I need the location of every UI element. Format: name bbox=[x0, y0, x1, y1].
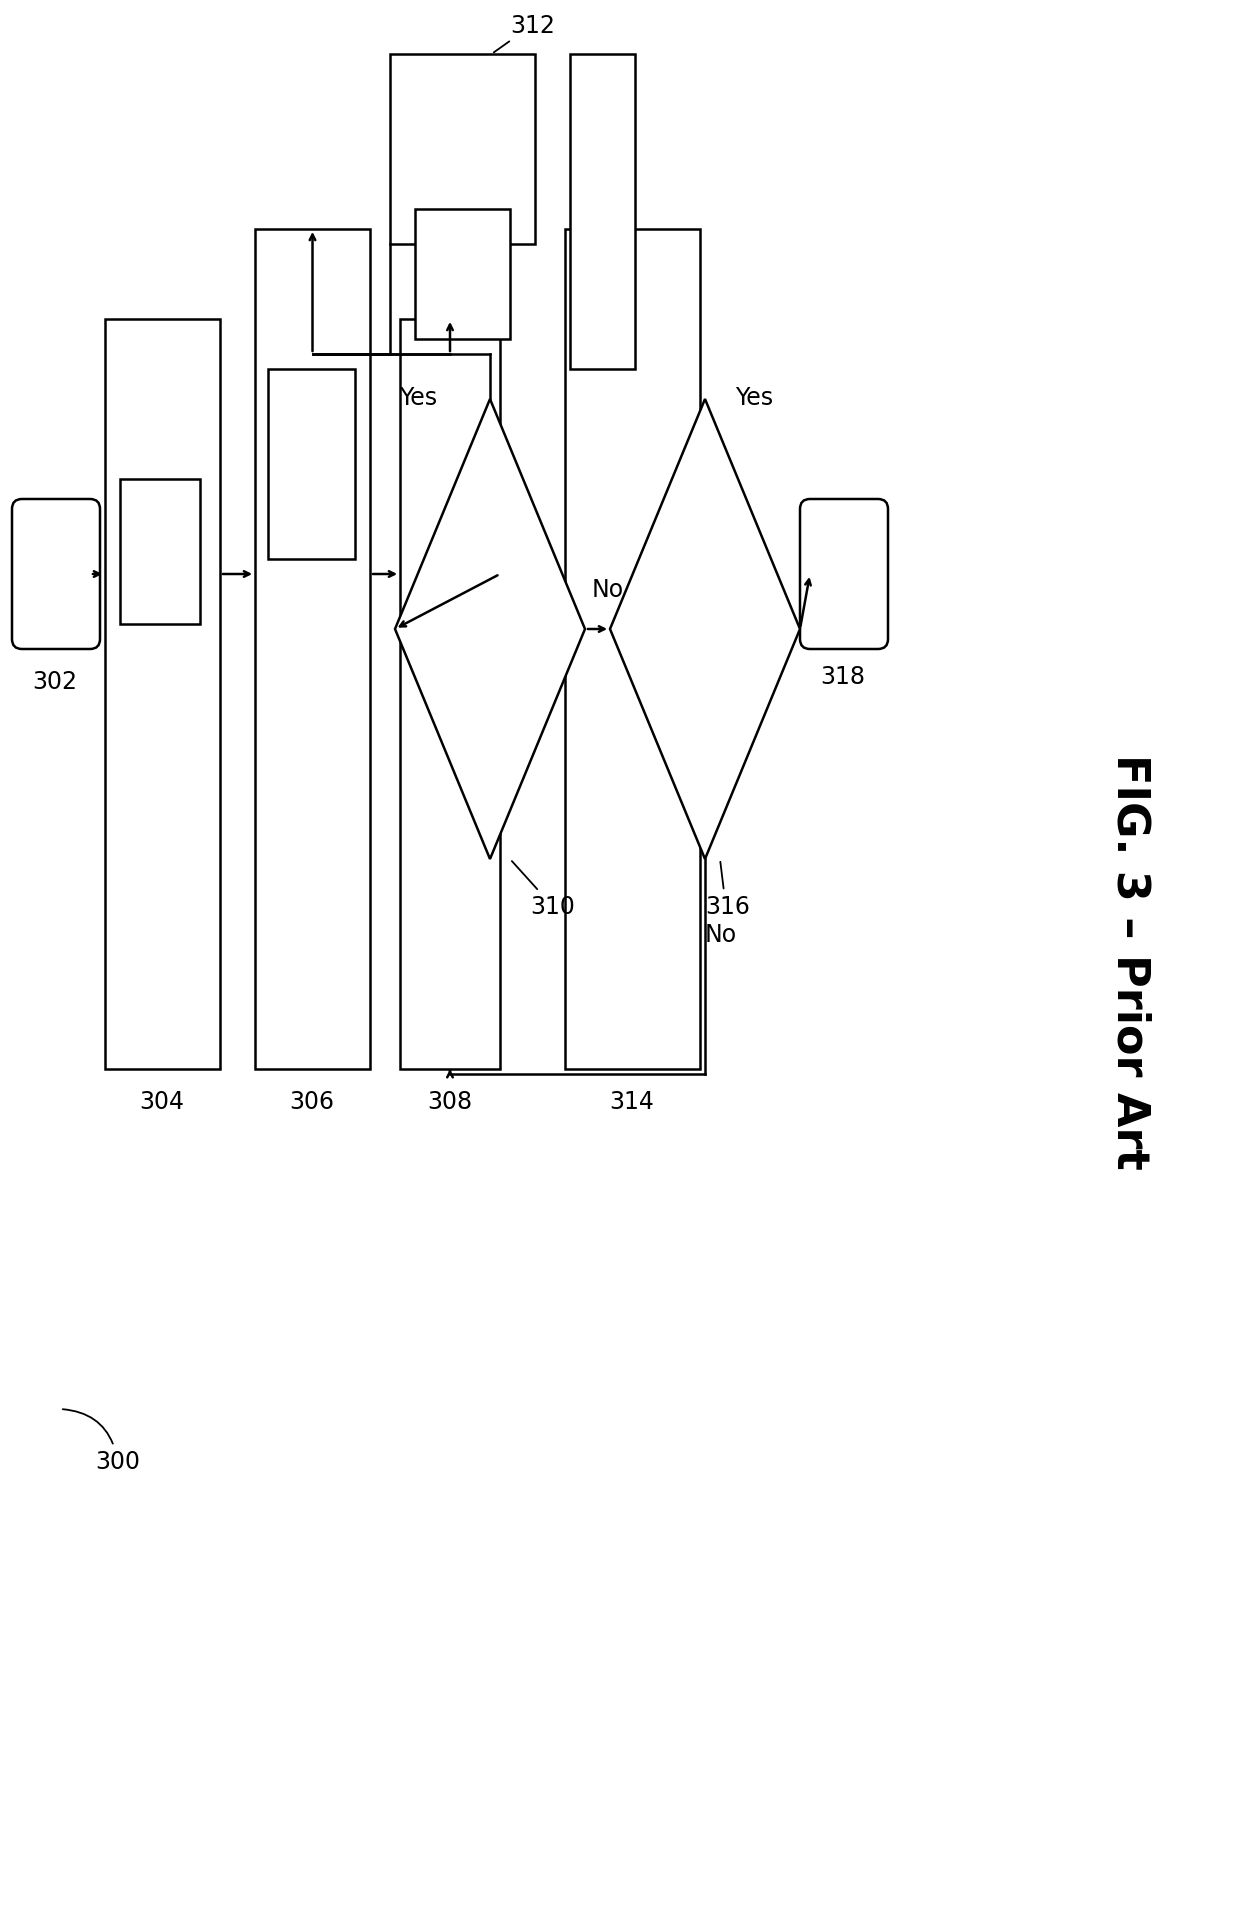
Text: 300: 300 bbox=[63, 1410, 140, 1473]
Text: 308: 308 bbox=[428, 1090, 472, 1113]
Text: FIG. 3 – Prior Art: FIG. 3 – Prior Art bbox=[1109, 754, 1152, 1169]
Text: 310: 310 bbox=[512, 862, 575, 919]
FancyBboxPatch shape bbox=[12, 500, 100, 650]
Bar bbox=[455, 575, 525, 675]
Bar bbox=[268, 369, 355, 560]
Text: 306: 306 bbox=[289, 1090, 335, 1113]
Text: 304: 304 bbox=[139, 1090, 185, 1113]
Text: No: No bbox=[591, 577, 624, 602]
Bar bbox=[255, 231, 370, 1069]
Bar bbox=[120, 479, 200, 625]
Text: 312: 312 bbox=[494, 13, 554, 54]
FancyBboxPatch shape bbox=[800, 500, 888, 650]
Text: 316
No: 316 No bbox=[706, 862, 750, 946]
Polygon shape bbox=[396, 400, 585, 860]
Polygon shape bbox=[610, 400, 800, 860]
Bar bbox=[415, 210, 510, 340]
Bar bbox=[391, 56, 534, 244]
Text: Yes: Yes bbox=[399, 387, 436, 410]
Text: 318: 318 bbox=[821, 665, 866, 688]
Bar bbox=[401, 319, 500, 1069]
Bar bbox=[570, 56, 635, 369]
Text: 314: 314 bbox=[610, 1090, 655, 1113]
Text: 302: 302 bbox=[32, 669, 77, 694]
Bar bbox=[668, 575, 742, 675]
Bar bbox=[105, 319, 219, 1069]
Text: Yes: Yes bbox=[735, 387, 773, 410]
Bar bbox=[565, 231, 701, 1069]
